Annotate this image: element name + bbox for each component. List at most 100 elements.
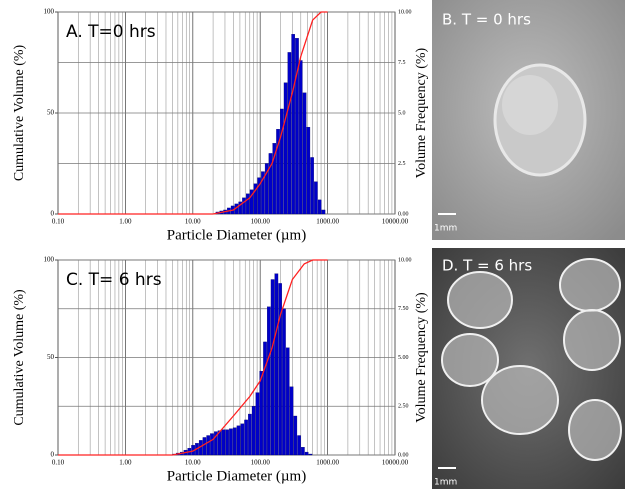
- x-tick-label: 10000.00: [382, 218, 409, 226]
- bar: [297, 435, 301, 456]
- bar: [314, 181, 318, 215]
- y2-tick-label: 10.00: [398, 257, 412, 263]
- x-tick-label: 100.00: [251, 459, 271, 467]
- x-tick-label: 10.00: [185, 459, 201, 467]
- cumulative-line: [58, 259, 328, 456]
- x-tick-label: 0.10: [52, 459, 65, 467]
- y-tick-label: 100: [44, 256, 55, 264]
- bar: [276, 129, 280, 215]
- bar: [206, 435, 210, 456]
- y2-tick-label: 0.00: [398, 452, 409, 458]
- bar: [210, 433, 214, 456]
- bar: [287, 52, 292, 215]
- bar: [272, 143, 277, 215]
- bar: [246, 193, 250, 215]
- scale-label: 1mm: [434, 224, 457, 234]
- bar: [238, 201, 243, 215]
- bar: [310, 157, 314, 215]
- bar: [236, 425, 241, 456]
- bar: [306, 126, 311, 215]
- bar: [283, 82, 288, 215]
- bar: [264, 163, 269, 215]
- bar: [255, 392, 260, 456]
- bar: [257, 177, 261, 215]
- y-tick-label: 0: [51, 210, 55, 218]
- y2-tick-label: 2.5: [398, 161, 406, 167]
- bar: [280, 108, 284, 215]
- y2-tick-label: 2.50: [398, 404, 409, 410]
- bar: [244, 419, 248, 456]
- bar: [214, 431, 218, 456]
- x-tick-label: 100.00: [251, 218, 271, 226]
- bar: [282, 308, 286, 456]
- bar: [289, 386, 294, 456]
- bar: [261, 171, 265, 215]
- y2-tick-label: 10.00: [398, 9, 412, 15]
- x-tick-label: 10000.00: [382, 459, 409, 467]
- bar: [217, 430, 222, 456]
- x-tick-label: 10.00: [185, 218, 201, 226]
- bar: [267, 306, 271, 456]
- bar: [317, 199, 322, 215]
- bar: [308, 453, 313, 456]
- chart: 0.10 1.00 10.00 100.00 1000.00 10000.000.00 2.…: [12, 8, 429, 244]
- bar: [278, 283, 282, 456]
- y-tick-label: 50: [47, 109, 55, 117]
- photo-d: D. T = 6 hrs 1mm: [432, 248, 625, 489]
- bar: [298, 60, 303, 215]
- bar: [301, 447, 305, 456]
- y2-tick-label: 0.00: [398, 211, 409, 217]
- y2-axis-title: Volume Frequency (%): [414, 47, 429, 178]
- panel-title: A. T=0 hrs: [66, 22, 156, 42]
- bar: [268, 153, 273, 215]
- chart: 0.10 1.00 10.00 100.00 1000.00 10000.000.00 2.…: [12, 256, 429, 485]
- y-axis-title: Cumulative Volume (%): [12, 44, 27, 181]
- bar: [291, 34, 295, 215]
- y-tick-label: 50: [47, 353, 55, 361]
- bar: [221, 429, 226, 456]
- bar: [274, 273, 279, 456]
- x-tick-label: 1000.00: [316, 218, 339, 226]
- bar: [304, 451, 309, 456]
- y-tick-label: 0: [51, 451, 55, 459]
- x-tick-label: 1.00: [119, 218, 132, 226]
- bar: [202, 437, 207, 456]
- bar: [248, 413, 252, 456]
- bar: [302, 92, 307, 215]
- bar: [263, 341, 267, 456]
- bar: [240, 423, 245, 456]
- particles: [441, 258, 622, 461]
- x-tick-label: 1000.00: [316, 459, 339, 467]
- y2-tick-label: 5.00: [398, 355, 409, 361]
- x-axis-title: Particle Diameter (µm): [167, 227, 306, 243]
- bar: [259, 370, 264, 456]
- bar: [251, 406, 256, 456]
- x-tick-label: 0.10: [52, 218, 65, 226]
- bar: [225, 429, 229, 456]
- x-tick-label: 1.00: [119, 459, 132, 467]
- y2-tick-label: 7.5: [398, 60, 406, 66]
- photo-label: D. T = 6 hrs: [442, 257, 532, 275]
- scale-label: 1mm: [434, 478, 457, 488]
- bar: [285, 347, 290, 456]
- y2-tick-label: 7.50: [398, 306, 409, 312]
- bar: [242, 197, 246, 215]
- bar: [249, 189, 254, 215]
- bar: [293, 415, 298, 456]
- photo-b: B. T = 0 hrs 1mm: [432, 0, 625, 240]
- cumulative-line: [58, 11, 328, 215]
- bar: [270, 279, 275, 456]
- bar: [295, 38, 299, 215]
- bar: [232, 427, 237, 456]
- panel-title: C. T= 6 hrs: [66, 270, 162, 290]
- bar: [253, 183, 258, 215]
- y-tick-label: 100: [44, 8, 55, 16]
- y-axis-title: Cumulative Volume (%): [12, 289, 27, 426]
- y2-axis-title: Volume Frequency (%): [414, 292, 429, 423]
- y2-tick-label: 5.0: [398, 110, 406, 116]
- bar: [229, 428, 233, 456]
- droplet-highlight: [502, 75, 558, 135]
- photo-label: B. T = 0 hrs: [442, 11, 531, 29]
- bar: [321, 209, 326, 215]
